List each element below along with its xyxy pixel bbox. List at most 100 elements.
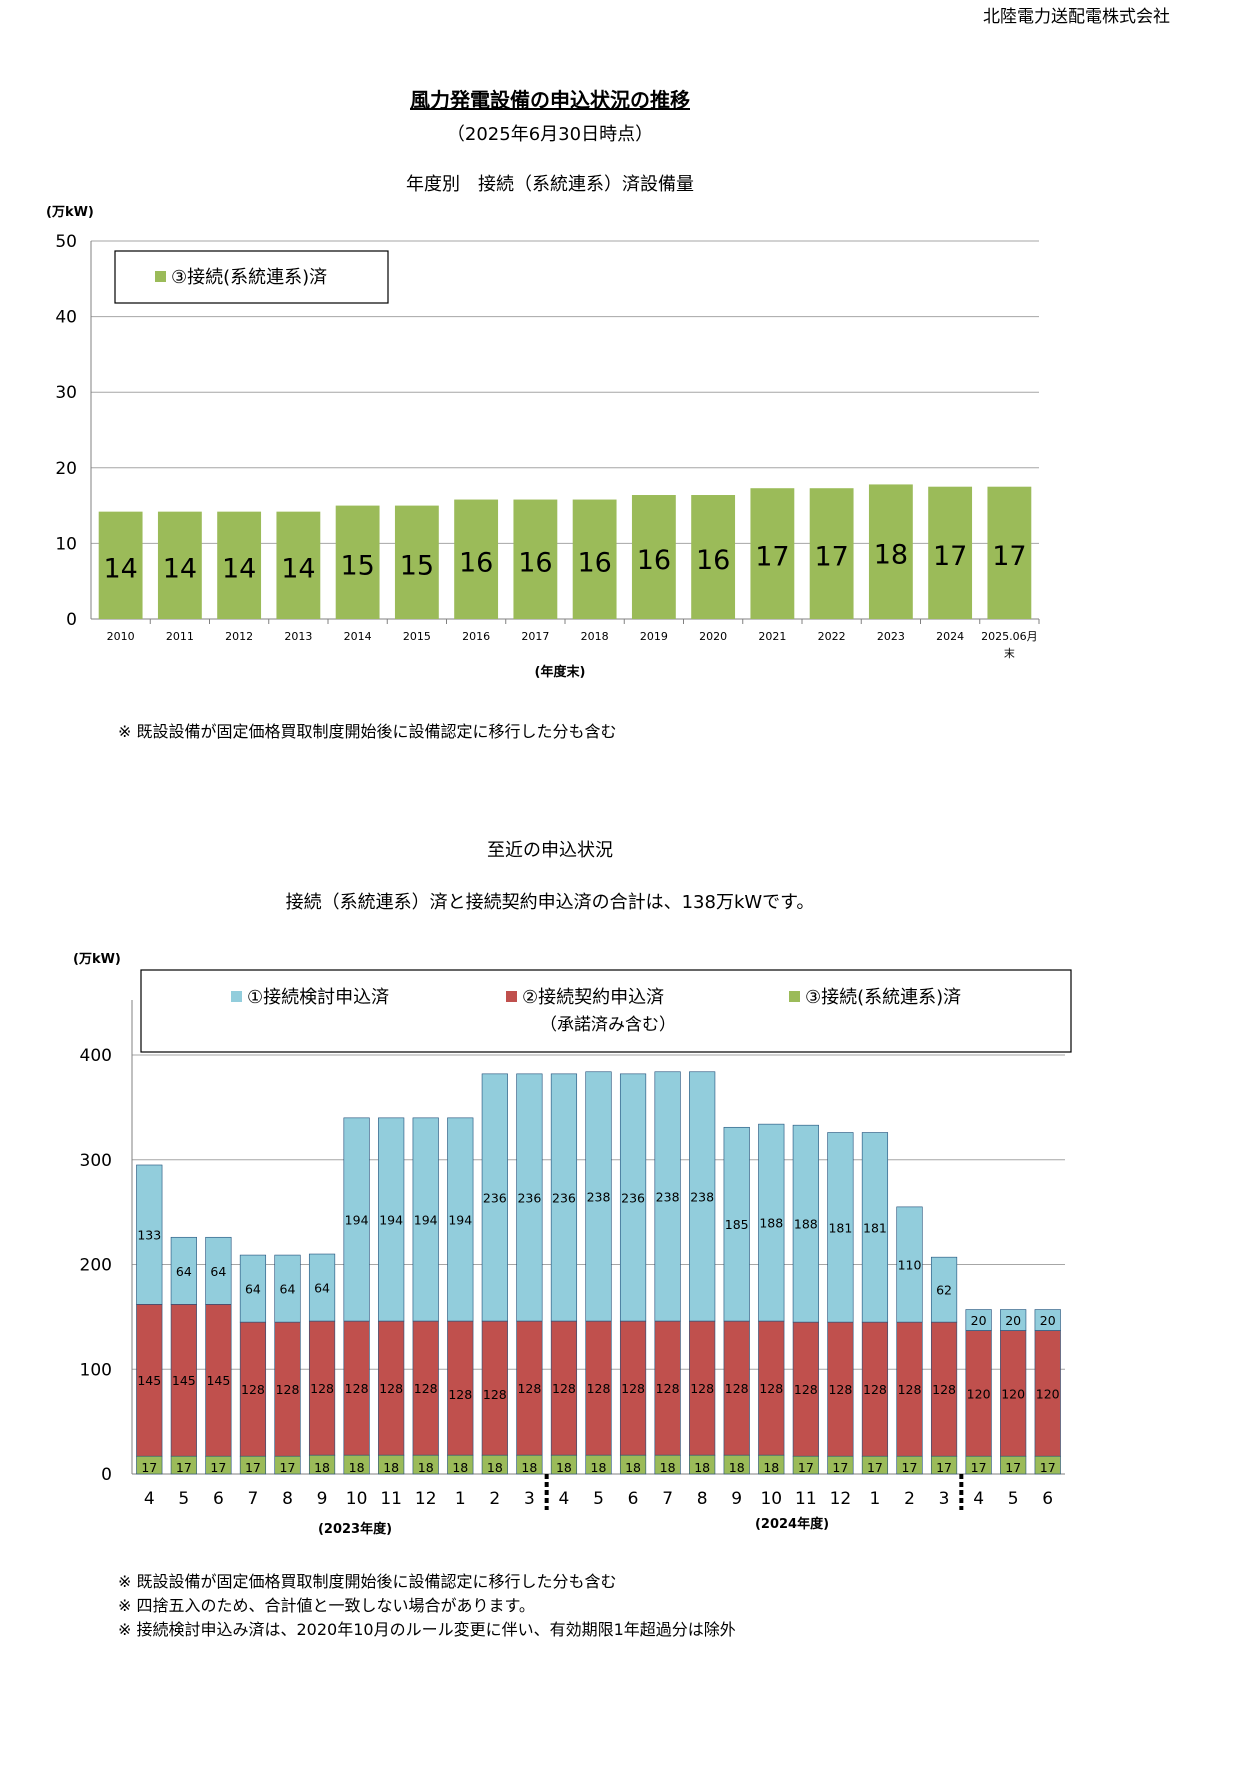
chart2-x-label-23: 3 [939, 1489, 950, 1509]
chart2-bar-blue-26 [1034, 1309, 1061, 1331]
chart2-bar-blue-15 [654, 1071, 681, 1322]
chart2-x-label-15: 7 [662, 1489, 673, 1509]
chart1-heading: 年度別 接続（系統連系）済設備量 [406, 174, 694, 195]
chart1-data-label-4: 15 [340, 550, 374, 581]
chart2-data-label-red-13: 128 [587, 1381, 611, 1396]
chart2-bar-blue-3 [239, 1254, 267, 1323]
chart1-x-axis-title: (年度末) [535, 664, 586, 680]
chart1-bar-12 [809, 488, 854, 619]
chart2-data-label-red-23: 128 [932, 1382, 956, 1397]
chart1-y-tick-3: 30 [55, 383, 77, 403]
chart2-y-tick-2: 200 [80, 1256, 112, 1276]
chart1-bar-8 [572, 499, 617, 619]
chart2-fiscal-year-2024: (2024年度) [755, 1516, 829, 1532]
chart1-bar-10 [691, 495, 736, 619]
chart1-x-label-7: 2017 [521, 630, 549, 643]
chart2-bar-blue-11 [516, 1073, 543, 1322]
chart2-data-label-green-20: 17 [832, 1460, 848, 1475]
chart1-data-label-6: 16 [459, 547, 493, 578]
chart2-data-label-green-14: 18 [625, 1460, 641, 1475]
chart2-x-label-14: 6 [628, 1489, 639, 1509]
chart2-bar-red-2 [205, 1304, 232, 1457]
chart2-bar-blue-17 [723, 1126, 750, 1322]
company-name: 北陸電力送配電株式会社 [983, 7, 1170, 27]
chart2-bar-blue-18 [758, 1123, 785, 1322]
chart1-bar-7 [513, 499, 558, 619]
chart2-data-label-red-10: 128 [483, 1387, 507, 1402]
chart1-x-label-13: 2023 [877, 630, 905, 643]
chart2-legend-swatch-red [506, 991, 517, 1002]
chart2-data-label-blue-0: 133 [137, 1228, 161, 1243]
chart2-data-label-red-24: 120 [967, 1386, 991, 1401]
chart2-data-label-blue-1: 64 [176, 1264, 192, 1279]
chart2-bar-red-25 [1000, 1330, 1027, 1457]
chart1-y-tick-5: 50 [55, 232, 77, 252]
chart1-bar-1 [157, 511, 202, 619]
chart2-data-label-green-8: 18 [418, 1460, 434, 1475]
chart2-data-label-red-9: 128 [448, 1387, 472, 1402]
chart2-x-label-19: 11 [795, 1489, 817, 1509]
chart2-note-1: ※ 既設設備が固定価格買取制度開始後に設備認定に移行した分も含む [118, 1572, 617, 1591]
chart2-data-label-red-19: 128 [794, 1382, 818, 1397]
chart2-x-label-5: 9 [317, 1489, 328, 1509]
chart1-bar-0 [98, 511, 143, 619]
chart2-data-label-green-11: 18 [521, 1460, 537, 1475]
chart1-x-label-15-cont: 末 [1004, 646, 1015, 660]
chart2-data-label-red-3: 128 [241, 1382, 265, 1397]
chart1-bar-4 [335, 505, 380, 619]
chart1-x-label-11: 2021 [758, 630, 786, 643]
chart2-data-label-blue-25: 20 [1005, 1313, 1021, 1328]
chart2-data-label-green-21: 17 [867, 1460, 883, 1475]
chart1-data-label-10: 16 [696, 545, 730, 576]
chart1-data-label-12: 17 [814, 542, 848, 573]
chart2-data-label-blue-17: 185 [725, 1217, 749, 1232]
chart2-bar-blue-12 [550, 1073, 578, 1322]
chart1-x-label-9: 2019 [640, 630, 668, 643]
chart2-data-label-red-7: 128 [379, 1381, 403, 1396]
chart1-data-label-11: 17 [755, 542, 789, 573]
chart2-data-label-green-15: 18 [660, 1460, 676, 1475]
chart2-x-label-8: 12 [415, 1489, 437, 1509]
chart2-data-label-red-6: 128 [345, 1381, 369, 1396]
chart2-data-label-blue-14: 236 [621, 1190, 645, 1205]
chart1-y-tick-4: 40 [55, 308, 77, 328]
chart2-data-label-green-1: 17 [176, 1460, 192, 1475]
chart1-x-label-12: 2022 [818, 630, 846, 643]
page-title: 風力発電設備の申込状況の推移 [410, 88, 690, 112]
chart2-legend-label-red: ②接続契約申込済 [522, 987, 664, 1008]
chart2-y-tick-3: 300 [80, 1151, 112, 1171]
chart2-x-label-25: 5 [1008, 1489, 1019, 1509]
chart2-data-label-red-18: 128 [759, 1381, 783, 1396]
chart2-bar-blue-5 [308, 1253, 336, 1322]
chart2-data-label-green-4: 17 [280, 1460, 296, 1475]
chart2-data-label-red-11: 128 [517, 1381, 541, 1396]
chart2-data-label-red-15: 128 [656, 1381, 680, 1396]
chart2-data-label-blue-7: 194 [379, 1212, 403, 1227]
chart2-data-label-green-16: 18 [694, 1460, 710, 1475]
chart2-bar-red-9 [447, 1320, 474, 1456]
chart2-data-label-blue-18: 188 [759, 1216, 783, 1231]
chart2-bar-blue-9 [447, 1117, 474, 1322]
chart2-bar-red-21 [861, 1321, 889, 1457]
chart2-x-label-13: 5 [593, 1489, 604, 1509]
chart2-data-label-green-12: 18 [556, 1460, 572, 1475]
chart1-x-label-3: 2013 [284, 630, 312, 643]
chart1-x-label-0: 2010 [107, 630, 135, 643]
chart2-legend-label-green: ③接続(系統連系)済 [805, 987, 961, 1008]
chart1-bar-6 [454, 499, 499, 619]
chart2-bar-red-23 [930, 1321, 958, 1457]
chart2-data-label-red-1: 145 [172, 1373, 196, 1388]
chart2-x-label-20: 12 [830, 1489, 852, 1509]
chart2-bar-blue-19 [792, 1124, 819, 1323]
chart2-bar-red-13 [585, 1320, 612, 1456]
chart2-x-label-9: 1 [455, 1489, 466, 1509]
chart2-x-label-22: 2 [904, 1489, 915, 1509]
chart2-x-label-0: 4 [144, 1489, 155, 1509]
chart1-data-label-8: 16 [577, 547, 611, 578]
chart2-data-label-blue-12: 236 [552, 1190, 576, 1205]
chart2-y-tick-4: 400 [80, 1046, 112, 1066]
chart2-data-label-green-13: 18 [591, 1460, 607, 1475]
chart2-data-label-red-8: 128 [414, 1381, 438, 1396]
chart2-unit-label: (万kW) [73, 952, 121, 967]
chart2-data-label-blue-24: 20 [971, 1313, 987, 1328]
